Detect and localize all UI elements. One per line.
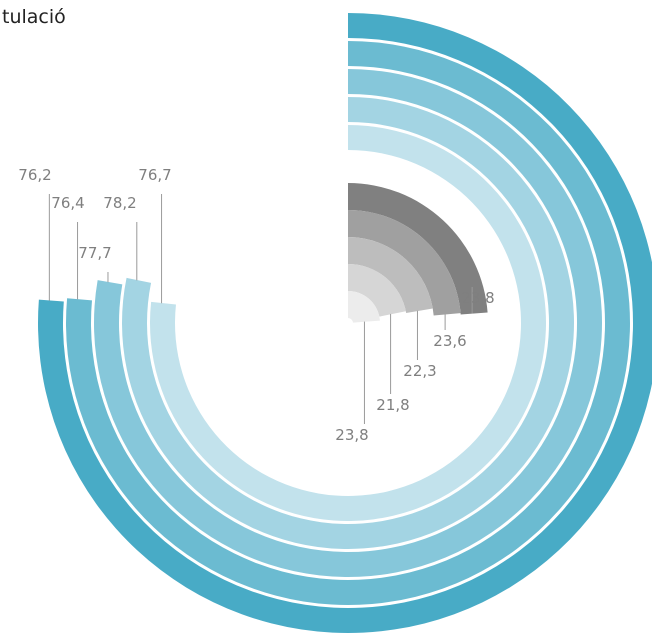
outer-value-label-5: 76,7: [138, 166, 171, 184]
outer-series-group: [38, 13, 652, 633]
inner-ring-2: [348, 210, 461, 316]
outer-ring-4: [122, 97, 575, 549]
inner-value-label-1: 23,8: [461, 289, 494, 307]
inner-value-label-5: 23,8: [335, 426, 368, 444]
inner-ring-5: [348, 291, 380, 323]
value-labels: 76,276,4 77,7 78,276,7 23,8 23,6 22,3 21,8 23,8: [18, 166, 494, 444]
inner-value-label-2: 23,6: [433, 332, 466, 350]
inner-series-group: [348, 183, 488, 323]
inner-ring-1: [348, 183, 488, 315]
inner-value-label-3: 22,3: [403, 362, 436, 380]
inner-value-label-4: 21,8: [376, 396, 409, 414]
inner-ring-4: [348, 264, 406, 317]
outer-value-label-3: 77,7: [78, 244, 111, 262]
chart-title: tulació: [2, 6, 66, 28]
inner-ring-3: [348, 237, 433, 314]
outer-value-label-2: 76,4: [51, 194, 84, 212]
outer-value-label-4: 78,2: [103, 194, 136, 212]
outer-value-label-1: 76,2: [18, 166, 51, 184]
